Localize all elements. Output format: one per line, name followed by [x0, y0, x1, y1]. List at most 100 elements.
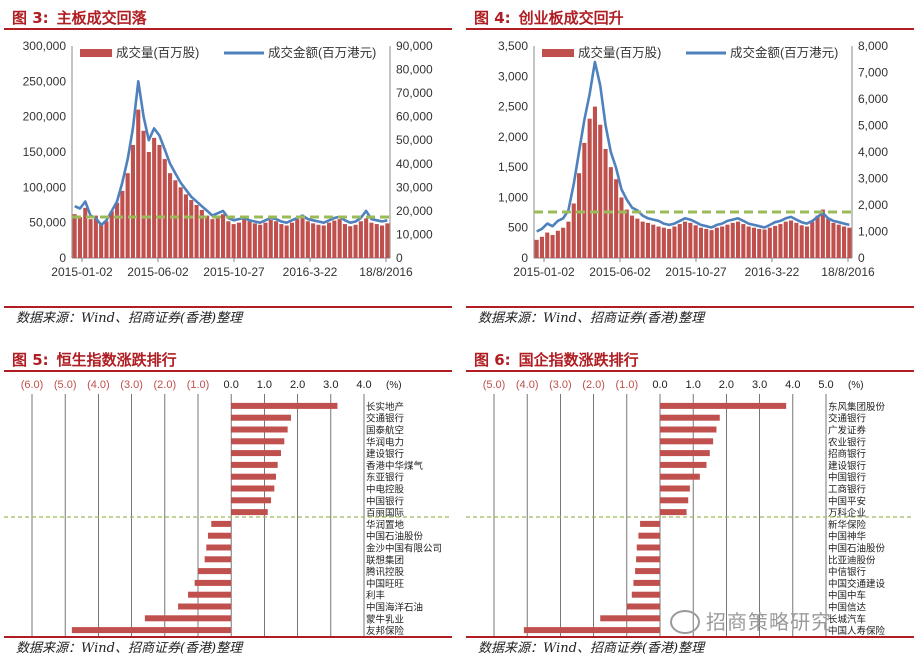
volume-bar [720, 226, 725, 258]
volume-bar [778, 224, 783, 258]
ranking-bar [523, 627, 660, 634]
x-tick-label: 2015-01-02 [513, 265, 575, 279]
x-tick-label: 2.0 [290, 379, 305, 391]
x-tick-label: (3.0) [120, 379, 143, 391]
volume-bar [327, 222, 332, 258]
volume-bar [205, 215, 210, 258]
volume-bar [688, 222, 693, 258]
volume-bar [348, 226, 353, 258]
ranking-bar [211, 520, 232, 527]
volume-bar [263, 222, 268, 258]
figure-4-panel: 图 4: 创业板成交回升 0 500 1,000 1,500 2,000 2,500 3,00… [466, 6, 914, 332]
y-left-tick-label: 250,000 [23, 74, 67, 88]
volume-bar [173, 180, 178, 258]
watermark: 招商策略研究 [670, 606, 832, 636]
volume-bar [577, 173, 582, 258]
volume-bar [667, 228, 672, 258]
volume-bar [539, 236, 544, 258]
figure-3-panel: 图 3: 主板成交回落 0 50,000 100,000 150,000 200,000 2… [4, 6, 452, 332]
category-label: 东风集团股份 [828, 401, 886, 413]
category-label: 广发证券 [828, 425, 867, 437]
volume-bar [342, 224, 347, 258]
ranking-bar [660, 414, 720, 421]
volume-bar [221, 214, 226, 258]
volume-bar [93, 215, 98, 258]
x-tick-label: 2016-3-22 [745, 265, 800, 279]
ranking-bar [231, 426, 288, 433]
category-label: 中国银行 [366, 495, 405, 507]
volume-bar [651, 224, 656, 258]
y-left-tick-label: 200,000 [23, 110, 67, 124]
y-right-tick-label: 0 [396, 251, 403, 265]
category-label: 万科企业 [828, 507, 866, 519]
category-label: 联想集团 [366, 554, 404, 566]
x-tick-label: 2016-3-22 [283, 265, 338, 279]
volume-bar [125, 173, 130, 258]
legend-volume-swatch [542, 49, 574, 57]
volume-bar [831, 222, 836, 258]
unit-label: (%) [386, 380, 402, 391]
volume-bar [210, 219, 215, 258]
volume-bar [656, 226, 661, 258]
x-tick-label: (4.0) [87, 379, 110, 391]
category-label: 香港中华煤气 [366, 460, 424, 472]
volume-bar [746, 226, 751, 258]
x-tick-label: (1.0) [615, 379, 638, 391]
x-tick-label: (1.0) [187, 379, 210, 391]
volume-bar [842, 226, 847, 258]
x-tick-label: 2015-10-27 [665, 265, 727, 279]
ranking-bar [231, 402, 338, 409]
ranking-bar [231, 438, 285, 445]
category-label: 东亚银行 [366, 472, 405, 484]
y-right-tick-label: 20,000 [396, 204, 433, 218]
legend-volume-label: 成交量(百万股) [116, 45, 199, 60]
category-label: 蒙牛乳业 [366, 613, 404, 625]
ranking-bar [633, 579, 660, 586]
y-right-tick-label: 70,000 [396, 86, 433, 100]
y-left-tick-label: 0 [59, 251, 66, 265]
ranking-bar [231, 485, 275, 492]
volume-bar [804, 226, 809, 258]
x-tick-label: 4.0 [785, 379, 800, 391]
ranking-bar [231, 473, 277, 480]
x-tick-label: 2.0 [719, 379, 734, 391]
figure-6-label: 图 6: [474, 351, 511, 369]
category-label: 华润电力 [366, 436, 404, 448]
ranking-bar [660, 450, 710, 457]
volume-bar [99, 224, 104, 258]
x-tick-label: 0.0 [224, 379, 239, 391]
volume-bar [284, 225, 289, 258]
turnover-line [536, 60, 850, 233]
y-right-tick-label: 50,000 [396, 133, 433, 147]
x-tick-label: 18/8/2016 [359, 265, 413, 279]
legend-turnover-label: 成交金额(百万港元) [730, 45, 838, 60]
x-tick-label: (6.0) [21, 379, 44, 391]
figure-3-title-text: 主板成交回落 [56, 9, 147, 27]
volume-bar [561, 227, 566, 258]
unit-label: (%) [848, 380, 864, 391]
volume-bar [242, 219, 247, 258]
category-label: 中国石油股份 [366, 531, 424, 543]
x-tick-label: (4.0) [516, 379, 539, 391]
y-left-tick-label: 3,000 [498, 69, 528, 83]
volume-bar [635, 218, 640, 258]
volume-bar [268, 219, 273, 258]
category-label: 华润置地 [366, 519, 405, 531]
ranking-bar [660, 509, 687, 516]
figure-5-panel: 图 5: 恒生指数涨跌排行 (6.0) (5.0) (4.0) (3.0) (2.0) (1… [4, 348, 452, 662]
volume-bar [762, 229, 767, 258]
volume-bar [199, 209, 204, 258]
ranking-bar [206, 544, 232, 551]
volume-bar [603, 148, 608, 258]
category-label: 中国神华 [828, 531, 867, 543]
volume-bar [115, 202, 120, 258]
volume-bar [72, 214, 77, 258]
volume-bar [311, 223, 316, 258]
category-label: 中国旺旺 [366, 578, 405, 590]
volume-bar [836, 224, 841, 258]
y-right-tick-label: 1,000 [858, 225, 888, 239]
volume-bar [104, 221, 109, 258]
x-tick-label: 3.0 [323, 379, 338, 391]
y-right-tick-label: 5,000 [858, 119, 888, 133]
category-label: 中国银行 [828, 472, 867, 484]
